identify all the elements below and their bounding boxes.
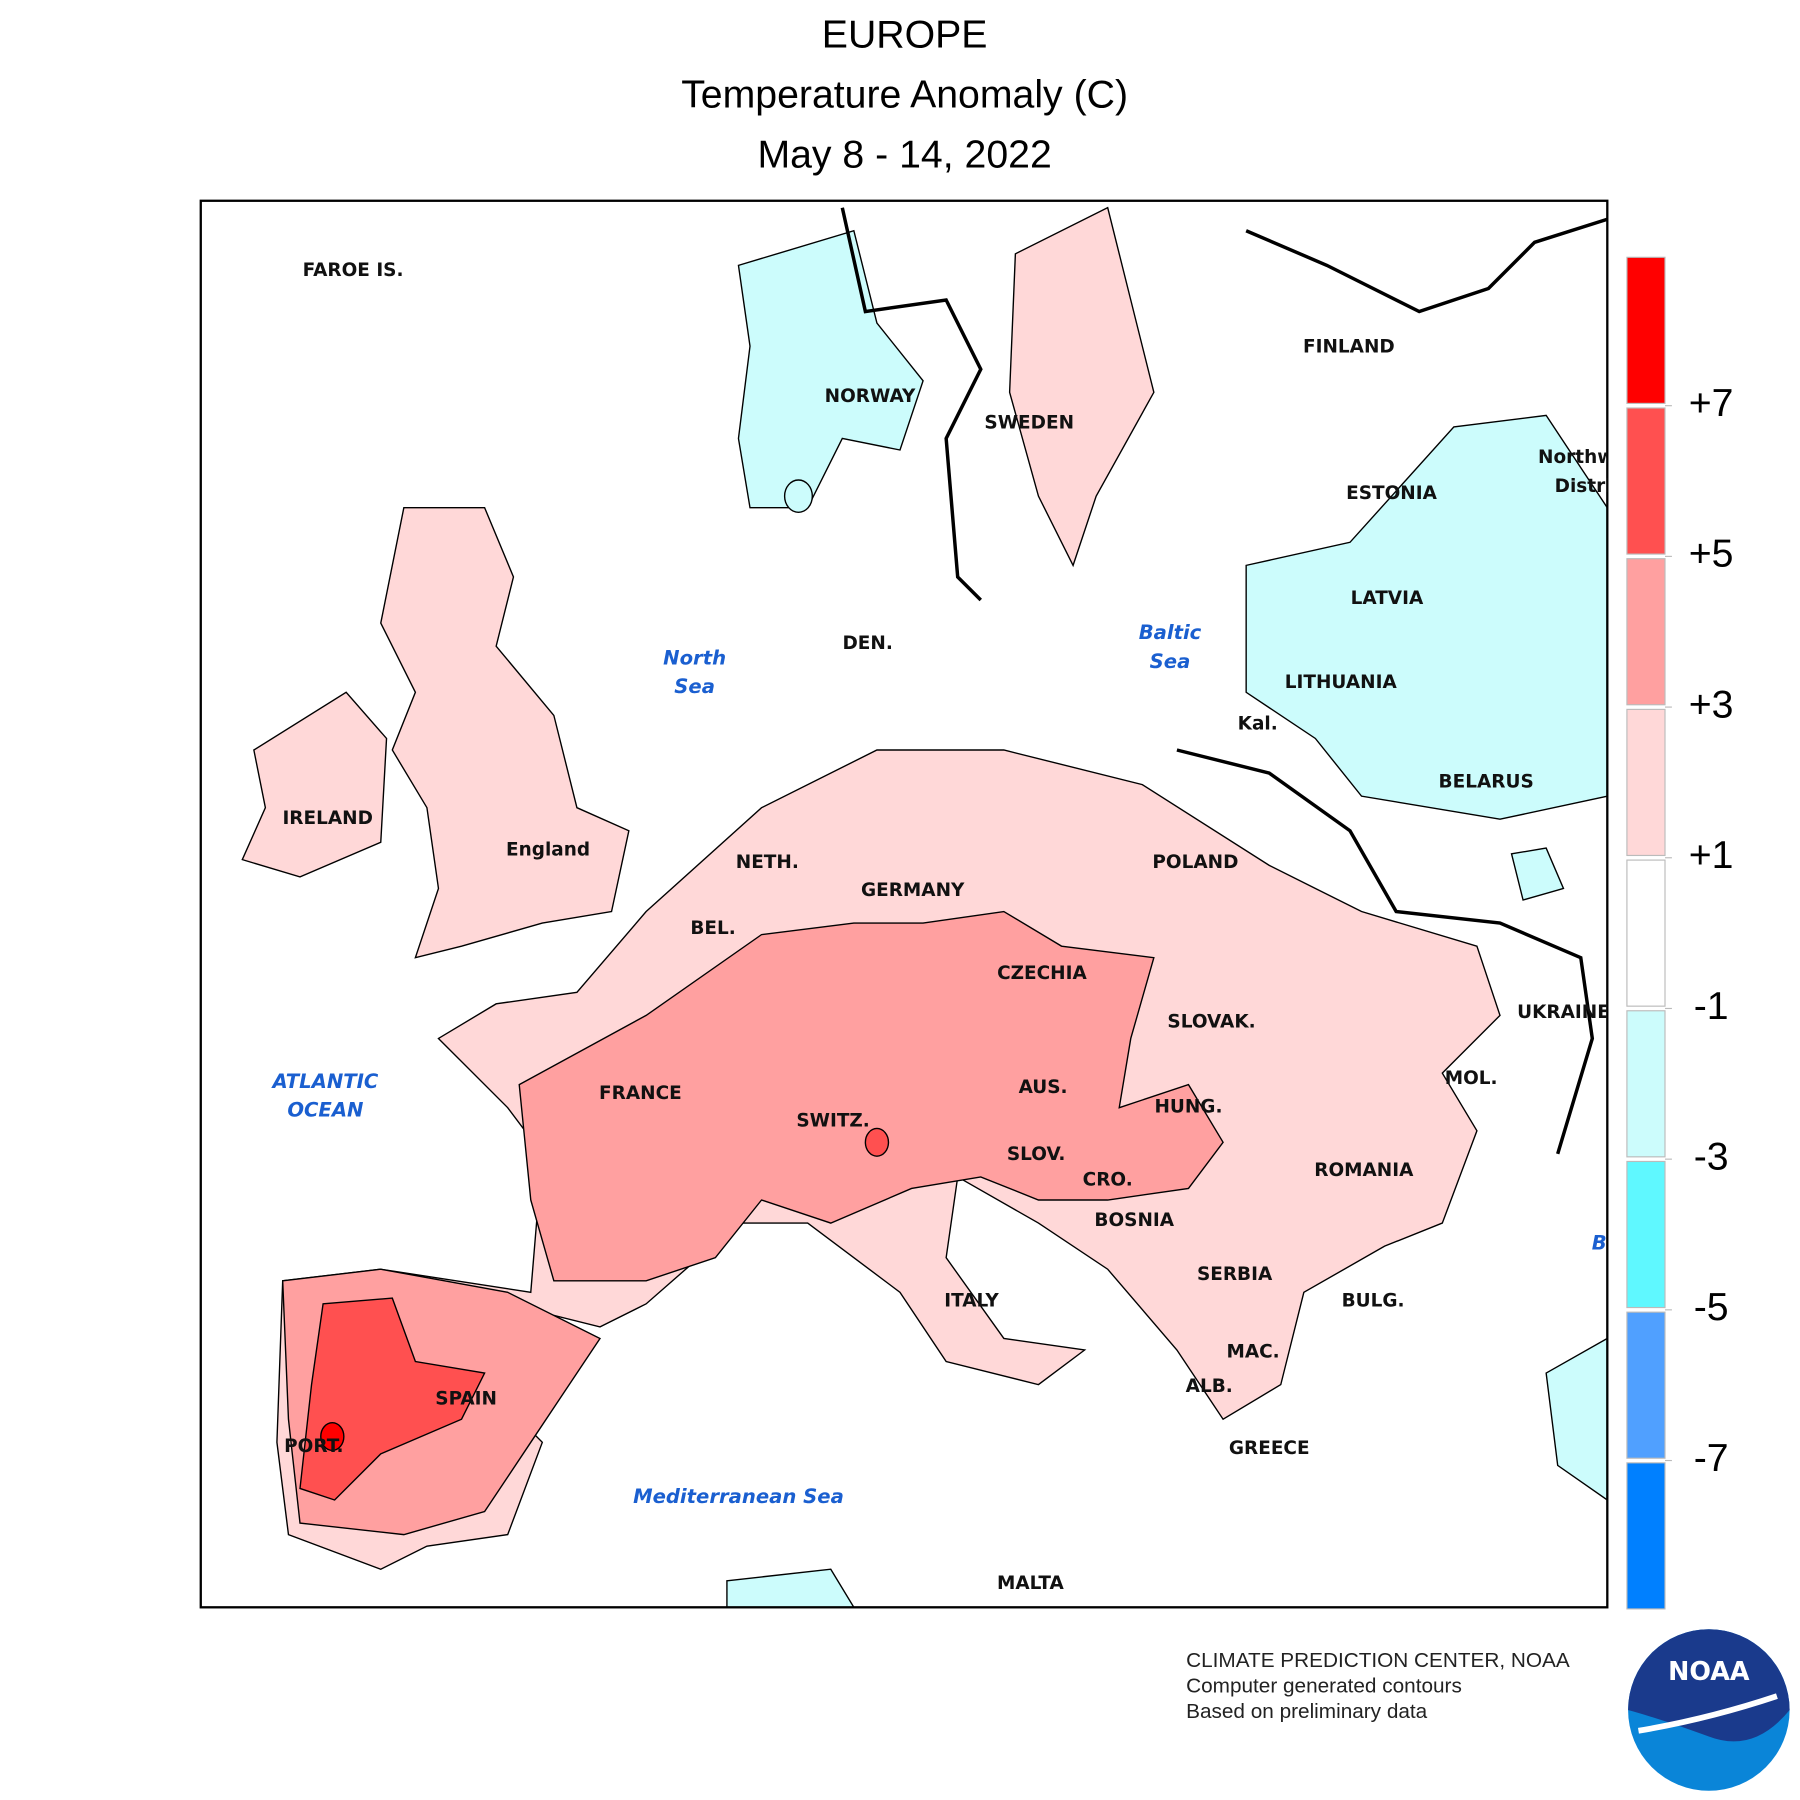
colorbar-box xyxy=(1626,1160,1666,1309)
place-label: SLOV. xyxy=(1007,1144,1066,1165)
title-line: Temperature Anomaly (C) xyxy=(681,72,1128,116)
logo-text: NOAA xyxy=(1668,1656,1750,1686)
place-label: IRELAND xyxy=(282,808,372,829)
sea-label: OCEAN xyxy=(287,1099,363,1122)
colorbar-box xyxy=(1626,1311,1666,1459)
place-label: Kal. xyxy=(1238,714,1278,735)
place-label: MALTA xyxy=(997,1573,1065,1594)
place-label: FRANCE xyxy=(599,1083,682,1104)
place-label: BEL. xyxy=(690,918,735,939)
place-label: ALB. xyxy=(1186,1376,1233,1397)
place-label: SWEDEN xyxy=(984,412,1074,433)
colorbar-label: +1 xyxy=(1689,833,1734,877)
place-label: NORWAY xyxy=(825,386,916,407)
sea-label: B xyxy=(1592,1231,1607,1254)
map-frame xyxy=(199,199,1609,1609)
colorbar-box xyxy=(1626,1462,1666,1610)
place-label: GREECE xyxy=(1229,1438,1310,1459)
anomaly-map xyxy=(200,200,1608,1608)
colorbar-label: -7 xyxy=(1694,1436,1729,1480)
title-line: May 8 - 14, 2022 xyxy=(757,132,1051,176)
place-label: BOSNIA xyxy=(1094,1210,1174,1231)
place-label: SLOVAK. xyxy=(1167,1011,1255,1032)
place-label: Distri xyxy=(1555,476,1612,497)
place-label: ESTONIA xyxy=(1346,483,1437,504)
place-label: FINLAND xyxy=(1303,336,1395,357)
colorbar-box xyxy=(1626,558,1666,706)
region-label: England xyxy=(506,839,590,860)
place-label: SWITZ. xyxy=(796,1111,870,1132)
sea-label: Mediterranean Sea xyxy=(633,1485,844,1508)
place-label: FAROE IS. xyxy=(303,260,404,281)
colorbar-label: -3 xyxy=(1694,1135,1729,1179)
place-label: BELARUS xyxy=(1439,771,1534,792)
sea-label: Baltic xyxy=(1139,621,1202,644)
place-label: AUS. xyxy=(1019,1077,1068,1098)
footer-text: CLIMATE PREDICTION CENTER, NOAA xyxy=(1186,1649,1570,1672)
colorbar-label: +5 xyxy=(1689,532,1734,576)
place-label: MAC. xyxy=(1226,1341,1279,1362)
place-label: CRO. xyxy=(1083,1169,1133,1190)
place-label: Northw xyxy=(1538,447,1614,468)
place-label: CZECHIA xyxy=(997,963,1087,984)
place-label: GERMANY xyxy=(861,880,965,901)
place-label: DEN. xyxy=(842,633,892,654)
noaa-logo: NOAA xyxy=(1628,1629,1790,1791)
colorbar-box xyxy=(1626,1010,1666,1158)
place-label: ITALY xyxy=(944,1291,999,1312)
sea-label: North xyxy=(663,646,726,669)
sea-label: Sea xyxy=(674,675,715,698)
colorbar-box xyxy=(1626,708,1666,857)
footer-text: Computer generated contours xyxy=(1186,1674,1462,1697)
title-line: EUROPE xyxy=(822,12,988,56)
place-label: SPAIN xyxy=(435,1389,497,1410)
colorbar-label: +7 xyxy=(1689,381,1734,425)
colorbar-label: +3 xyxy=(1689,682,1734,726)
colorbar-box xyxy=(1626,256,1666,404)
place-label: LITHUANIA xyxy=(1285,672,1398,693)
place-label: LATVIA xyxy=(1351,588,1424,609)
place-label: MOL. xyxy=(1445,1068,1498,1089)
place-label: NETH. xyxy=(736,852,799,873)
footer-text: Based on preliminary data xyxy=(1186,1700,1428,1723)
place-label: SERBIA xyxy=(1197,1264,1273,1285)
colorbar-label: -5 xyxy=(1694,1285,1729,1329)
place-label: UKRAINE xyxy=(1517,1002,1610,1023)
colorbar-box xyxy=(1626,859,1666,1007)
colorbar-label: -1 xyxy=(1694,984,1729,1028)
sea-label: ATLANTIC xyxy=(270,1070,378,1093)
place-label: HUNG. xyxy=(1154,1097,1222,1118)
sea-label: Sea xyxy=(1150,650,1191,673)
place-label: POLAND xyxy=(1152,852,1238,873)
place-label: PORT. xyxy=(284,1436,343,1457)
place-label: ROMANIA xyxy=(1314,1160,1414,1181)
colorbar-box xyxy=(1626,407,1666,555)
place-label: BULG. xyxy=(1342,1291,1405,1312)
